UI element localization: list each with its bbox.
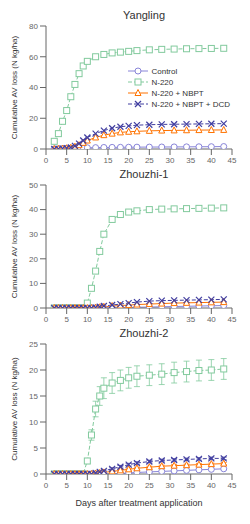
svg-text:Cumulative AV loss (N kg/ha): Cumulative AV loss (N kg/ha) — [10, 357, 19, 461]
svg-text:20: 20 — [29, 366, 38, 375]
svg-text:20: 20 — [29, 114, 38, 123]
svg-text:20: 20 — [124, 481, 133, 490]
svg-text:25: 25 — [145, 156, 154, 165]
svg-text:10: 10 — [29, 279, 38, 288]
svg-text:45: 45 — [228, 481, 237, 490]
svg-text:60: 60 — [29, 53, 38, 62]
svg-text:10: 10 — [83, 481, 92, 490]
svg-text:25: 25 — [145, 481, 154, 490]
svg-text:20: 20 — [29, 255, 38, 264]
svg-text:30: 30 — [29, 230, 38, 239]
svg-text:15: 15 — [104, 315, 113, 324]
svg-text:10: 10 — [83, 315, 92, 324]
svg-text:0: 0 — [34, 304, 39, 313]
svg-text:0: 0 — [44, 156, 49, 165]
html-text:N-220 + NBPT + DCD: N-220 + NBPT + DCD — [151, 99, 230, 109]
svg-text:40: 40 — [29, 83, 38, 92]
svg-text:25: 25 — [29, 340, 38, 349]
svg-text:Cumulative AV loss (N kg/ha): Cumulative AV loss (N kg/ha) — [10, 35, 19, 139]
svg-text:50: 50 — [29, 181, 38, 190]
svg-text:80: 80 — [29, 22, 38, 31]
html-text:N-220: N-220 — [151, 77, 174, 87]
html-text:Control: Control — [151, 66, 178, 76]
svg-text:Days after treatment applicati: Days after treatment application — [75, 498, 202, 508]
svg-text:5: 5 — [64, 481, 69, 490]
svg-text:10: 10 — [83, 156, 92, 165]
html-text:Yangling: Yangling — [123, 9, 165, 21]
svg-text:20: 20 — [124, 315, 133, 324]
svg-text:35: 35 — [186, 156, 195, 165]
svg-text:30: 30 — [166, 315, 175, 324]
svg-text:15: 15 — [104, 481, 113, 490]
svg-text:0: 0 — [44, 315, 49, 324]
svg-text:Cumulative AV loss (N kg/ha): Cumulative AV loss (N kg/ha) — [10, 194, 19, 298]
svg-text:5: 5 — [64, 156, 69, 165]
svg-text:35: 35 — [186, 481, 195, 490]
html-text:N-220 + NBPT: N-220 + NBPT — [151, 88, 204, 98]
svg-text:15: 15 — [29, 392, 38, 401]
svg-text:0: 0 — [44, 481, 49, 490]
svg-text:0: 0 — [34, 145, 39, 154]
svg-text:5: 5 — [34, 444, 39, 453]
svg-text:35: 35 — [186, 315, 195, 324]
svg-text:40: 40 — [207, 315, 216, 324]
svg-text:45: 45 — [228, 315, 237, 324]
svg-text:25: 25 — [145, 315, 154, 324]
html-text:Zhouzhi-2: Zhouzhi-2 — [119, 327, 169, 339]
html-text:Zhouzhi-1: Zhouzhi-1 — [119, 168, 169, 180]
svg-text:15: 15 — [104, 156, 113, 165]
svg-text:0: 0 — [34, 470, 39, 479]
svg-text:40: 40 — [207, 481, 216, 490]
svg-text:40: 40 — [207, 156, 216, 165]
svg-text:10: 10 — [29, 418, 38, 427]
svg-text:40: 40 — [29, 205, 38, 214]
svg-text:5: 5 — [64, 315, 69, 324]
svg-text:30: 30 — [166, 481, 175, 490]
svg-text:20: 20 — [124, 156, 133, 165]
svg-text:30: 30 — [166, 156, 175, 165]
svg-text:45: 45 — [228, 156, 237, 165]
